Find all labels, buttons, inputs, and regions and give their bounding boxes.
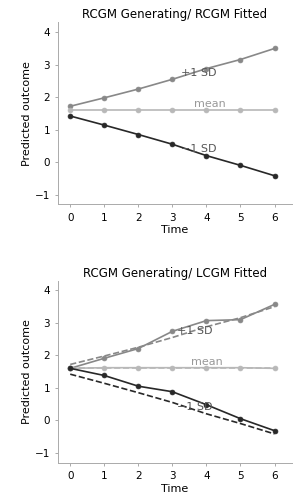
Text: mean: mean — [194, 99, 226, 109]
Text: +1 SD: +1 SD — [178, 326, 213, 336]
Text: −1 SD: −1 SD — [181, 144, 216, 154]
Text: mean: mean — [191, 357, 223, 367]
Title: RCGM Generating/ LCGM Fitted: RCGM Generating/ LCGM Fitted — [83, 266, 267, 280]
Y-axis label: Predicted outcome: Predicted outcome — [22, 61, 32, 166]
Y-axis label: Predicted outcome: Predicted outcome — [22, 319, 32, 424]
Text: −1 SD: −1 SD — [178, 402, 213, 412]
Text: +1 SD: +1 SD — [181, 68, 216, 78]
Title: RCGM Generating/ RCGM Fitted: RCGM Generating/ RCGM Fitted — [82, 8, 268, 22]
X-axis label: Time: Time — [161, 226, 189, 235]
X-axis label: Time: Time — [161, 484, 189, 494]
